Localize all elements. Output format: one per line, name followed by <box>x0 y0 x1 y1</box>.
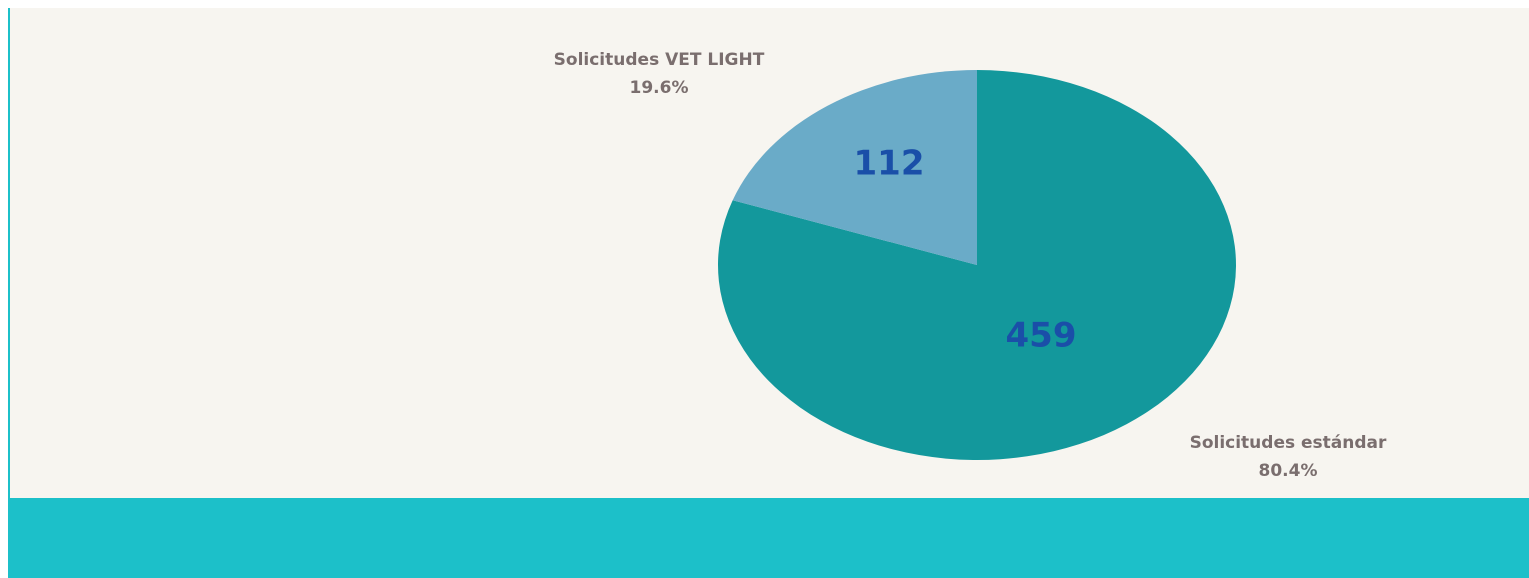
pie-slice <box>718 70 1236 460</box>
slice-value-label: 459 <box>1006 316 1077 356</box>
slice-percentage-label: 80.4% <box>1259 461 1318 481</box>
footer-bar <box>8 498 1529 578</box>
slice-value-label: 112 <box>854 144 925 184</box>
slice-category-label: Solicitudes VET LIGHT <box>554 50 765 70</box>
slice-category-label: Solicitudes estándar <box>1190 433 1387 453</box>
slice-percentage-label: 19.6% <box>630 78 689 98</box>
pie-slice <box>732 69 977 265</box>
panel-border <box>8 8 10 498</box>
